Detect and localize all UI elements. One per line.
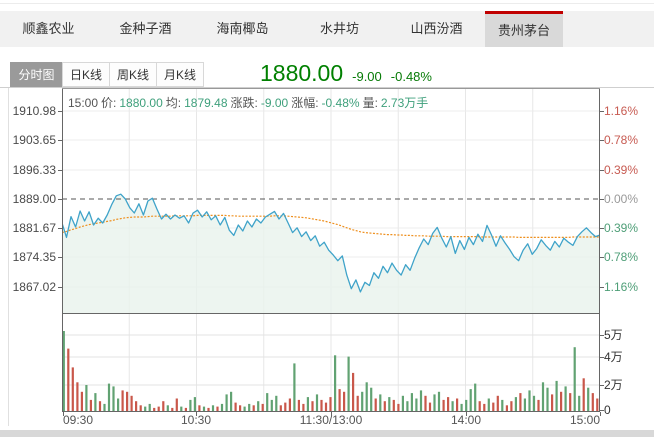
pct-axis-tick xyxy=(600,287,604,288)
view-buttons: 分时图 日K线 周K线 月K线 xyxy=(0,58,204,87)
volume-axis-label: 0 xyxy=(604,403,611,417)
pct-axis-label: 0.78% xyxy=(604,250,639,264)
info-value: -9.00 xyxy=(260,96,289,110)
price-axis-label: 1903.65 xyxy=(12,133,56,147)
pct-axis-label: 0.39% xyxy=(604,163,639,177)
price-axis-tick xyxy=(58,111,62,112)
top-divider xyxy=(0,3,654,4)
info-value: 2.73万手 xyxy=(380,96,429,110)
info-value: 1880.00 xyxy=(119,96,163,110)
price-axis-tick xyxy=(58,257,62,258)
pct-axis-tick xyxy=(600,170,604,171)
volume-axis-label: 4万 xyxy=(604,350,623,364)
price-axis-tick xyxy=(58,199,62,200)
info-value: 1879.48 xyxy=(184,96,228,110)
price-axis-label: 1910.98 xyxy=(12,104,56,118)
view-tab-3[interactable]: 周K线 xyxy=(109,62,157,87)
quote-info-bar: 15:00 价: 1880.00 均: 1879.48 涨跌: -9.00 涨幅: -0.48%… xyxy=(68,94,431,111)
price-axis-label: 1867.02 xyxy=(12,280,56,294)
time-axis-label: 09:30 xyxy=(63,413,94,427)
pct-axis-tick xyxy=(600,140,604,141)
price-axis-label: 1896.33 xyxy=(12,163,56,177)
pct-axis-label: 1.16% xyxy=(604,104,639,118)
time-axis-tick xyxy=(600,412,601,416)
price-axis-label: 1889.00 xyxy=(12,192,56,206)
view-tab-4[interactable]: 月K线 xyxy=(156,62,204,87)
time-axis-tick xyxy=(196,412,197,416)
price-axis-tick xyxy=(58,170,62,171)
volume-axis-label: 5万 xyxy=(604,328,623,342)
pct-axis-label: 0.39% xyxy=(604,221,639,235)
view-tab-2[interactable]: 日K线 xyxy=(62,62,110,87)
info-label: 价: xyxy=(101,96,117,110)
bottom-scroll-strip[interactable] xyxy=(0,430,654,437)
volume-axis-tick xyxy=(600,335,604,336)
chart-view-toolbar: 分时图 日K线 周K线 月K线 1880.00 -9.00 -0.48% xyxy=(0,58,654,88)
pct-axis-label: 0.00% xyxy=(604,192,639,206)
info-label: 涨幅: xyxy=(291,96,319,110)
price-axis-tick xyxy=(58,228,62,229)
stock-tab-3[interactable]: 海南椰岛 xyxy=(216,21,269,36)
stock-tab-5[interactable]: 山西汾酒 xyxy=(410,21,463,36)
timeline-chart[interactable] xyxy=(62,88,600,412)
volume-axis-tick xyxy=(600,410,604,411)
time-axis-tick xyxy=(63,412,64,416)
price-axis-tick xyxy=(58,287,62,288)
info-value: -0.48% xyxy=(321,96,360,110)
time-axis-label: 11:30/13:00 xyxy=(299,413,363,427)
current-price: 1880.00 xyxy=(260,60,344,86)
info-label: 量: xyxy=(362,96,378,110)
volume-axis-tick xyxy=(600,385,604,386)
price-change-pct: -0.48% xyxy=(390,69,432,84)
info-label: 均: xyxy=(165,96,182,110)
stock-tab-1[interactable]: 顺鑫农业 xyxy=(22,21,75,36)
price-display: 1880.00 -9.00 -0.48% xyxy=(260,58,432,88)
volume-axis-label: 2万 xyxy=(604,378,623,392)
price-axis-label: 1874.35 xyxy=(12,250,56,264)
price-change: -9.00 xyxy=(352,69,382,84)
time-axis-tick xyxy=(466,412,467,416)
stock-tab-2[interactable]: 金种子酒 xyxy=(119,21,172,36)
price-axis-tick xyxy=(58,140,62,141)
info-label: 涨跌: xyxy=(230,96,258,110)
pct-axis-tick xyxy=(600,228,604,229)
volume-axis-tick xyxy=(600,357,604,358)
info-label: 15:00 xyxy=(68,96,99,110)
pct-axis-label: 1.16% xyxy=(604,280,639,294)
time-axis-label: 10:30 xyxy=(180,413,212,427)
pct-axis-tick xyxy=(600,199,604,200)
time-axis-tick xyxy=(331,412,332,416)
pct-axis-tick xyxy=(600,111,604,112)
stock-tab-4[interactable]: 水井坊 xyxy=(319,21,359,36)
stock-tab-6[interactable]: 贵州茅台 xyxy=(485,11,563,47)
price-axis-label: 1881.67 xyxy=(12,221,56,235)
stock-tabs: 顺鑫农业 金种子酒 海南椰岛 水井坊 山西汾酒 贵州茅台 xyxy=(0,11,654,47)
pct-axis-tick xyxy=(600,257,604,258)
pct-axis-label: 0.78% xyxy=(604,133,639,147)
time-axis-label: 14:00 xyxy=(450,413,482,427)
time-axis-label: 15:00 xyxy=(569,413,600,427)
panel-left-border xyxy=(8,88,9,426)
view-tab-1[interactable]: 分时图 xyxy=(10,62,63,87)
